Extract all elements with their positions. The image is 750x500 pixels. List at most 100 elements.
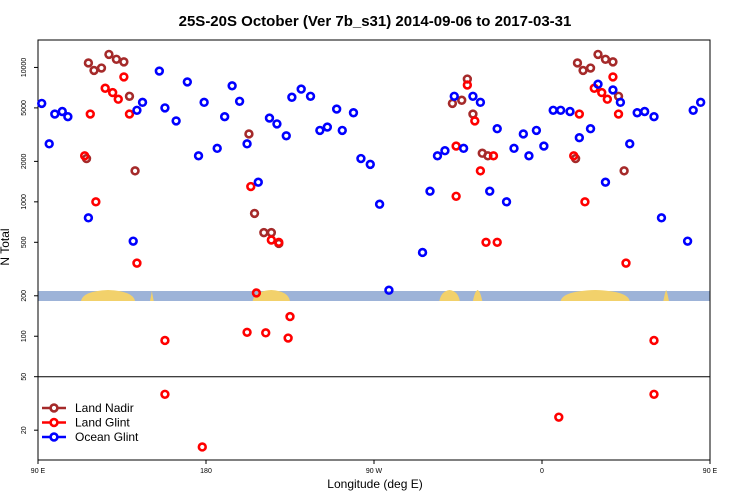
data-point: [432, 151, 443, 161]
data-point: [509, 143, 519, 154]
data-point: [639, 106, 650, 117]
legend-item: Ocean Glint: [42, 430, 139, 444]
data-point: [160, 103, 170, 113]
legend-label: Land Glint: [75, 416, 130, 430]
data-point: [580, 197, 590, 207]
data-point: [197, 442, 207, 452]
y-tick-label: 200: [21, 290, 28, 302]
data-point: [124, 91, 135, 101]
data-point: [283, 333, 293, 343]
x-axis: 90 E 180 90 W 0 90 E: [31, 460, 718, 475]
data-point: [578, 65, 588, 76]
data-point: [285, 311, 295, 322]
data-point: [518, 129, 529, 139]
data-point: [531, 125, 542, 136]
data-point: [365, 159, 375, 170]
map-landmass: [560, 290, 630, 301]
data-point: [281, 131, 291, 141]
data-point: [104, 49, 114, 60]
data-point: [96, 63, 107, 73]
data-point: [119, 72, 129, 82]
data-point: [253, 177, 263, 187]
data-point: [470, 116, 480, 126]
data-point: [182, 77, 193, 87]
data-point: [602, 94, 613, 104]
data-point: [315, 125, 325, 136]
data-point: [130, 166, 140, 176]
data-point: [458, 143, 469, 154]
data-point: [57, 106, 67, 117]
data-point: [50, 109, 60, 119]
x-axis-label: Longitude (deg E): [327, 477, 422, 491]
data-point: [160, 335, 170, 346]
map-ocean-band: [38, 291, 710, 301]
legend-item: Land Glint: [42, 416, 130, 430]
data-point: [481, 237, 491, 247]
series-land-nadir: [81, 49, 629, 249]
data-point: [600, 54, 611, 64]
data-point: [593, 49, 603, 60]
chart-title: 25S-20S October (Ver 7b_s31) 2014-09-06 …: [179, 13, 572, 30]
y-tick-label: 10000: [21, 58, 28, 78]
data-point: [585, 124, 596, 134]
data-point: [468, 91, 478, 101]
data-point: [501, 197, 512, 207]
y-tick-label: 50: [21, 373, 28, 381]
data-point: [44, 139, 54, 149]
data-point: [128, 236, 138, 246]
data-point: [63, 111, 73, 122]
data-point: [555, 105, 566, 115]
data-point: [234, 96, 245, 106]
data-point: [272, 119, 282, 129]
data-point: [574, 109, 585, 119]
data-points: [37, 49, 706, 452]
data-point: [656, 213, 667, 223]
data-point: [287, 92, 297, 102]
map-landmass: [80, 290, 136, 301]
x-tick-label: 90 W: [366, 468, 383, 475]
data-point: [154, 66, 165, 76]
legend-marker: [49, 432, 59, 442]
data-point: [619, 166, 629, 176]
data-point: [242, 327, 252, 337]
data-point: [695, 97, 706, 108]
data-point: [219, 111, 230, 122]
y-tick-label: 100: [21, 330, 28, 342]
y-tick-label: 5000: [21, 100, 28, 116]
data-point: [615, 97, 626, 108]
data-point: [193, 151, 204, 161]
data-point: [649, 335, 659, 346]
data-point: [83, 213, 94, 223]
x-tick-label: 180: [200, 468, 212, 475]
data-point: [485, 186, 495, 196]
data-point: [212, 143, 222, 154]
data-point: [246, 181, 256, 192]
data-point: [572, 58, 583, 68]
data-point: [457, 95, 467, 105]
y-axis-label: N Total: [0, 228, 12, 265]
map-landmass: [472, 290, 483, 301]
data-point: [597, 87, 607, 98]
data-point: [565, 106, 575, 117]
data-point: [475, 97, 486, 108]
data-point: [524, 151, 534, 161]
data-point: [337, 125, 347, 136]
data-point: [199, 97, 209, 108]
map-landmass: [663, 290, 669, 301]
data-point: [374, 199, 385, 209]
data-point: [348, 108, 359, 118]
data-point: [296, 84, 306, 94]
data-point: [688, 105, 698, 115]
data-point: [132, 258, 142, 268]
data-point: [305, 91, 316, 101]
data-point: [119, 57, 129, 67]
data-point: [249, 208, 260, 219]
data-point: [593, 79, 603, 89]
data-point: [132, 105, 142, 115]
data-point: [492, 237, 502, 247]
data-point: [107, 87, 118, 98]
data-point: [488, 151, 499, 161]
data-point: [384, 285, 394, 295]
data-point: [137, 97, 148, 108]
y-tick-label: 500: [21, 236, 28, 248]
